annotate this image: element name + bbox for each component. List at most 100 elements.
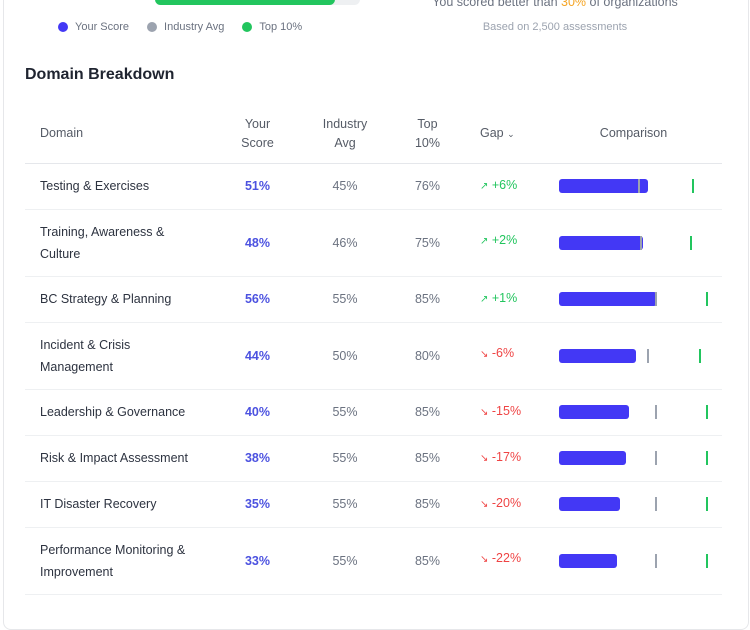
domain-breakdown-table: Domain Your Score Industry Avg Top 10% G… <box>25 105 722 595</box>
trend-up-icon: ↗ <box>480 180 489 192</box>
top10: 75% <box>390 209 465 277</box>
top10-marker <box>706 497 708 511</box>
table-row: Training, Awareness & Culture 48% 46% 75… <box>25 209 722 277</box>
comparison-bar <box>559 405 722 419</box>
gap-value: +2% <box>491 232 518 247</box>
industry-avg-marker <box>639 235 642 250</box>
percentile-prefix: You scored better than <box>432 0 562 9</box>
your-score-bar <box>559 348 636 363</box>
chevron-down-icon: ⌄ <box>507 128 515 139</box>
gap-value: +6% <box>491 177 518 192</box>
comparison-bar <box>559 553 722 568</box>
comparison-cell <box>545 389 722 436</box>
industry-avg-marker <box>655 553 658 568</box>
industry-avg: 55% <box>300 276 390 323</box>
gap-value: -20% <box>491 495 522 510</box>
legend-label: Your Score <box>75 21 130 33</box>
your-score-bar <box>559 451 626 465</box>
industry-avg: 55% <box>300 389 390 436</box>
legend-top10: Top 10% <box>242 21 302 33</box>
legend: Your Score Industry Avg Top 10% <box>58 21 302 33</box>
your-score: 56% <box>215 276 300 323</box>
your-score: 33% <box>215 527 300 595</box>
comparison-bar <box>559 348 722 363</box>
domain-name: Incident & Crisis Management <box>25 322 215 390</box>
header-gap[interactable]: Gap ⌄ <box>465 105 545 164</box>
gap-value: -15% <box>491 403 522 418</box>
table-row: Leadership & Governance 40% 55% 85% ↘ -1… <box>25 389 722 436</box>
industry-avg-marker <box>655 292 658 306</box>
industry-avg: 46% <box>300 209 390 277</box>
industry-avg: 50% <box>300 322 390 390</box>
your-score-bar <box>559 497 621 511</box>
comparison-bar <box>559 179 722 193</box>
domain-name: Training, Awareness & Culture <box>25 209 215 277</box>
legend-industry-avg: Industry Avg <box>147 21 224 33</box>
top10: 80% <box>390 322 465 390</box>
section-title: Domain Breakdown <box>25 66 175 83</box>
your-score-bar <box>559 553 617 568</box>
header-your-score[interactable]: Your Score <box>215 105 300 164</box>
top10: 85% <box>390 527 465 595</box>
trend-up-icon: ↗ <box>480 235 489 247</box>
industry-avg: 55% <box>300 527 390 595</box>
trend-down-icon: ↘ <box>480 498 489 510</box>
comparison-bar <box>559 292 722 306</box>
table-row: Testing & Exercises 51% 45% 76% ↗ +6% <box>25 163 722 210</box>
comparison-bar <box>559 235 722 250</box>
comparison-cell <box>545 322 722 390</box>
trend-down-icon: ↘ <box>480 406 489 418</box>
top10-marker <box>706 451 708 465</box>
trend-up-icon: ↗ <box>480 293 489 305</box>
top10: 85% <box>390 389 465 436</box>
your-score-bar <box>559 235 643 250</box>
your-score: 51% <box>215 163 300 210</box>
based-on-text: Based on 2,500 assessments <box>482 21 628 33</box>
your-score: 40% <box>215 389 300 436</box>
industry-avg-marker <box>655 405 658 419</box>
comparison-cell <box>545 209 722 277</box>
comparison-bar <box>559 497 722 511</box>
your-score-bar <box>559 292 657 306</box>
top10: 85% <box>390 276 465 323</box>
table-row: Incident & Crisis Management 44% 50% 80%… <box>25 322 722 390</box>
domain-name: BC Strategy & Planning <box>25 276 215 323</box>
your-score: 48% <box>215 209 300 277</box>
gap-value: -22% <box>491 550 522 565</box>
header-top10[interactable]: Top 10% <box>390 105 465 164</box>
trend-down-icon: ↘ <box>480 553 489 565</box>
comparison-cell <box>545 481 722 528</box>
gap-value: -6% <box>491 345 515 360</box>
top10-marker <box>699 348 701 363</box>
header-industry-avg[interactable]: Industry Avg <box>300 105 390 164</box>
your-score: 35% <box>215 481 300 528</box>
industry-avg-marker <box>646 348 649 363</box>
top10: 76% <box>390 163 465 210</box>
table-row: Risk & Impact Assessment 38% 55% 85% ↘ -… <box>25 435 722 482</box>
top10-marker <box>706 405 708 419</box>
industry-avg: 45% <box>300 163 390 210</box>
trend-down-icon: ↘ <box>480 348 489 360</box>
gap: ↘ -17% <box>465 435 545 482</box>
header-domain[interactable]: Domain <box>25 105 215 164</box>
comparison-cell <box>545 163 722 210</box>
gap: ↘ -15% <box>465 389 545 436</box>
domain-name: IT Disaster Recovery <box>25 481 215 528</box>
industry-avg: 55% <box>300 481 390 528</box>
top10: 85% <box>390 435 465 482</box>
gap: ↘ -20% <box>465 481 545 528</box>
domain-name: Leadership & Governance <box>25 389 215 436</box>
your-score: 44% <box>215 322 300 390</box>
top10-marker <box>692 179 694 193</box>
comparison-cell <box>545 435 722 482</box>
blue-dot-icon <box>58 22 68 32</box>
percentile-text: You scored better than 30% of organizati… <box>360 0 750 9</box>
green-dot-icon <box>242 22 253 32</box>
industry-avg-marker <box>655 451 658 465</box>
domain-name: Risk & Impact Assessment <box>25 435 215 482</box>
industry-avg: 55% <box>300 435 390 482</box>
header-comparison: Comparison <box>545 105 722 164</box>
gap-label: Gap <box>480 125 504 140</box>
top10-marker <box>706 292 708 306</box>
percentile-progress-bar <box>155 0 360 5</box>
